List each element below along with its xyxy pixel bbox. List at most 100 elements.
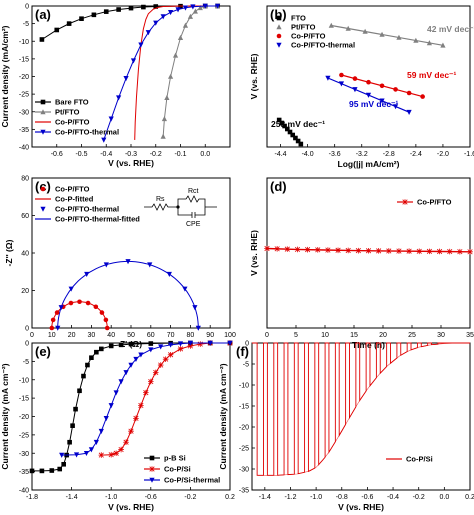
data-point	[457, 248, 463, 255]
data-point	[166, 271, 172, 277]
data-point	[467, 249, 473, 255]
y-axis-label: -Z'' (Ω)	[4, 239, 14, 266]
data-point	[148, 347, 154, 353]
data-point	[335, 247, 341, 254]
data-point	[130, 58, 137, 64]
series-line	[32, 342, 230, 472]
data-point	[61, 461, 66, 467]
data-point	[168, 73, 174, 79]
legend-label: Co-P/Si-thermal	[164, 476, 220, 485]
data-point	[68, 300, 74, 306]
data-point	[274, 246, 280, 252]
data-point	[375, 248, 382, 254]
data-point	[57, 466, 63, 472]
x-tick-label: 0	[30, 332, 34, 339]
data-point	[113, 450, 119, 457]
data-point	[406, 248, 412, 254]
panel-label: (d)	[270, 179, 287, 194]
data-point	[153, 4, 159, 9]
data-point	[420, 94, 425, 99]
data-point	[103, 416, 109, 422]
data-point	[148, 341, 154, 346]
fit-line	[331, 24, 444, 46]
data-point	[123, 75, 129, 82]
y-axis-label: V (vs. RHE)	[249, 53, 259, 99]
data-point	[446, 248, 453, 255]
legend-label: Pt/FTO	[291, 23, 316, 32]
x-tick-label: 5	[294, 332, 298, 339]
y-axis-label: Current density (mA cm⁻²)	[218, 363, 228, 469]
data-point	[314, 247, 321, 253]
legend-label: Co-P-fitted	[55, 195, 94, 204]
circuit-label: CPE	[186, 221, 201, 228]
legend-marker	[40, 99, 46, 105]
data-point	[167, 351, 174, 358]
equivalent-circuit	[144, 195, 217, 218]
legend-marker	[276, 42, 282, 48]
data-point	[160, 14, 166, 20]
data-point	[190, 4, 196, 10]
series-line	[61, 342, 230, 456]
y-tick-label: -40	[19, 145, 29, 152]
x-axis-label: Time (h)	[352, 340, 385, 350]
circuit-label: Rct	[188, 188, 199, 195]
y-tick-label: 40	[21, 251, 29, 258]
y-tick-label: -30	[19, 451, 29, 458]
legend-marker	[40, 186, 46, 192]
data-point	[182, 22, 189, 28]
x-tick-label: -0.6	[51, 151, 63, 158]
data-point	[325, 247, 331, 253]
legend-label: Co-P/FTO	[291, 32, 326, 41]
x-tick-label: -0.6	[145, 494, 157, 501]
data-point	[77, 388, 82, 394]
data-point	[39, 37, 45, 42]
y-tick-label: -25	[19, 432, 29, 439]
legend-label: FTO	[291, 14, 306, 23]
x-tick-label: -2.8	[383, 151, 395, 158]
data-point	[157, 362, 164, 368]
legend-label: Co-P/FTO	[55, 118, 90, 127]
data-point	[133, 356, 139, 362]
data-point	[345, 247, 351, 254]
legend-label: Pt/FTO	[55, 108, 80, 117]
y-tick-label: -25	[19, 92, 29, 99]
x-tick-label: -0.1	[174, 151, 186, 158]
data-point	[85, 362, 90, 368]
data-point	[152, 369, 159, 376]
data-point	[138, 402, 144, 409]
data-point	[81, 373, 86, 379]
data-point	[355, 247, 362, 254]
fitted-arc	[57, 260, 199, 329]
x-tick-label: 50	[127, 332, 135, 339]
light-envelope	[258, 342, 470, 476]
y-tick-label: -5	[243, 362, 249, 369]
data-point	[168, 10, 174, 16]
x-tick-label: -1.2	[284, 494, 296, 501]
data-point	[175, 7, 181, 13]
data-point	[77, 299, 82, 305]
plot-frame	[266, 5, 471, 148]
data-point	[168, 342, 174, 348]
panel-label: (c)	[35, 179, 51, 194]
x-tick-label: 10	[321, 332, 329, 339]
data-point	[59, 452, 65, 458]
x-tick-label: 70	[167, 332, 175, 339]
data-point	[264, 245, 270, 252]
legend-label: Co-P/FTO-thermal	[291, 41, 355, 50]
data-point	[70, 423, 75, 428]
data-point	[161, 116, 168, 122]
data-point	[416, 248, 423, 255]
data-point	[187, 13, 193, 19]
y-tick-label: -30	[239, 467, 249, 474]
data-point	[98, 452, 105, 458]
x-tick-label: -0.5	[75, 151, 87, 158]
y-tick-label: 0	[25, 341, 29, 348]
panel-b: -4.4 -4.0 -3.6 -3.2 -2.8 -2.4 -2.0 -1.6 Log(|j| …	[249, 5, 474, 169]
panel-label: (b)	[270, 7, 287, 22]
data-point	[138, 42, 144, 48]
data-point	[164, 94, 170, 100]
slope-annotation: 42 mV dec⁻¹	[427, 24, 474, 34]
x-tick-label: 80	[187, 332, 195, 339]
slope-annotation: 95 mV dec⁻¹	[349, 99, 399, 109]
